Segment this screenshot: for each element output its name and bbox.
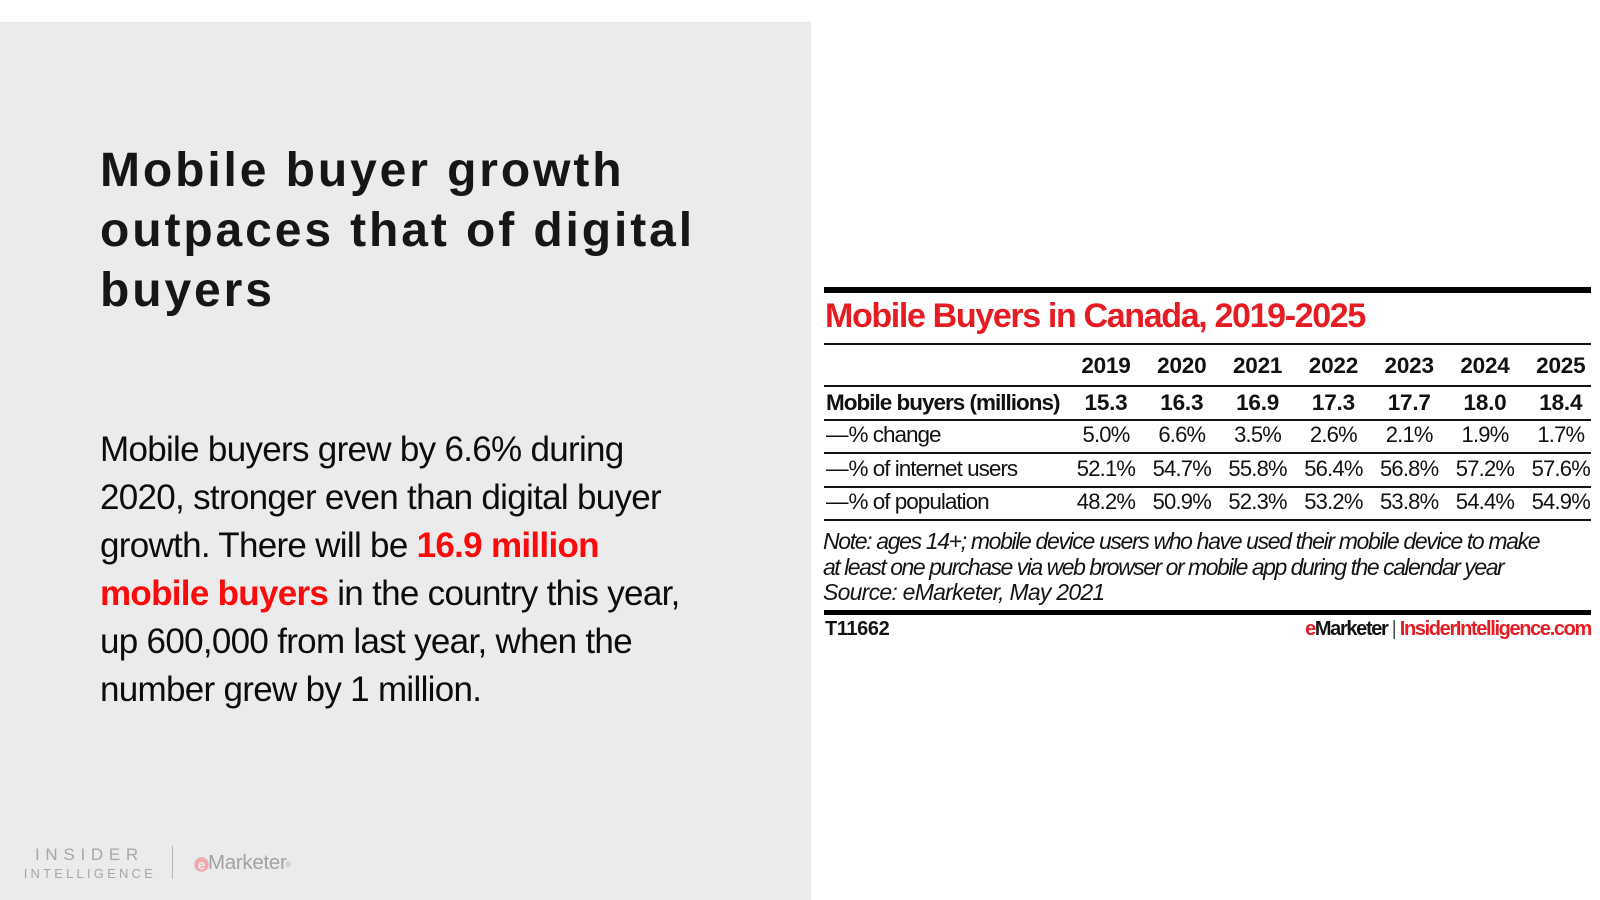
svg-text:e: e xyxy=(198,857,206,872)
